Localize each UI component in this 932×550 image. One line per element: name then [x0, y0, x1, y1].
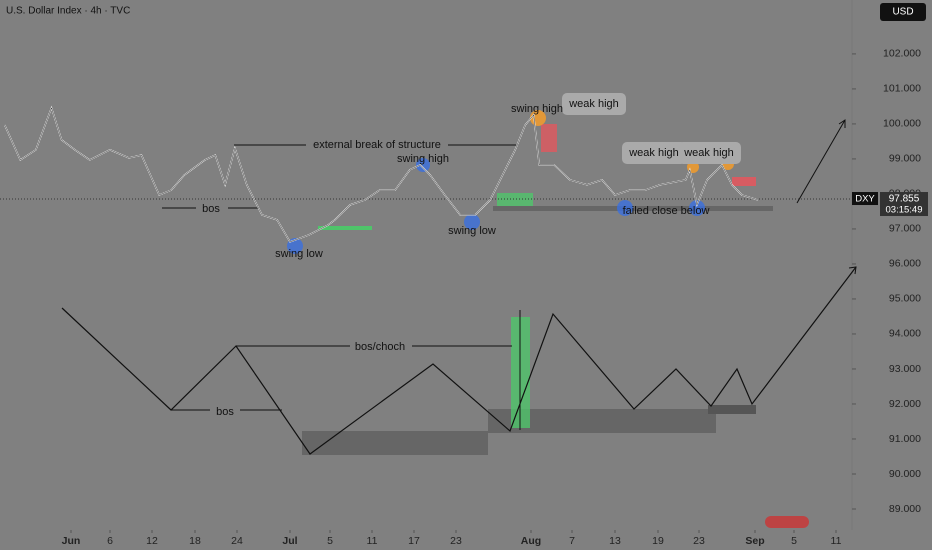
x-tick-label: 5 [791, 535, 797, 547]
x-tick-label: 13 [609, 535, 621, 547]
x-tick-label: Aug [521, 535, 541, 547]
x-tick-label: 19 [652, 535, 664, 547]
event-icons[interactable] [765, 516, 809, 528]
schematic-zone [708, 405, 756, 414]
x-tick-label: 12 [146, 535, 158, 547]
annotation: weak high [628, 147, 679, 159]
annotation: swing low [448, 225, 496, 237]
supply-zone [732, 177, 756, 186]
annotation: weak high [568, 98, 619, 110]
currency[interactable]: USD [892, 7, 913, 18]
y-tick-label: 94.000 [889, 328, 921, 340]
x-tick-label: Jun [62, 535, 81, 547]
y-tick-label: 90.000 [889, 468, 921, 480]
x-tick-label: 17 [408, 535, 420, 547]
x-tick-label: Jul [282, 535, 297, 547]
symbol: DXY [855, 194, 875, 205]
price-tag [880, 192, 928, 217]
y-tick-label: 97.000 [889, 223, 921, 235]
x-tick-label: 6 [107, 535, 113, 547]
annotation: swing high [511, 103, 563, 115]
y-tick-label: 92.000 [889, 398, 921, 410]
label-box [678, 142, 741, 164]
demand-zone [497, 193, 533, 206]
countdown: 03:15:49 [886, 205, 923, 216]
annotation: swing high [397, 153, 449, 165]
swing-marker [416, 158, 430, 172]
annotation: external break of structure [313, 139, 441, 151]
y-tick-label: 102.000 [883, 48, 921, 60]
symbol-tag [852, 192, 878, 206]
supply-zone [541, 124, 557, 152]
y-tick-label: 95.000 [889, 293, 921, 305]
annotation: bos [216, 406, 234, 418]
projection-arrow [796, 119, 846, 204]
x-tick-label: 23 [450, 535, 462, 547]
y-tick-label: 93.000 [889, 363, 921, 375]
swing-marker [464, 214, 480, 230]
arrow-head [838, 119, 846, 128]
currency-box[interactable] [880, 3, 926, 21]
x-tick-label: 11 [831, 535, 842, 547]
x-tick-label: 23 [693, 535, 705, 547]
price-label: 97.855 [889, 194, 920, 205]
x-tick-label: 11 [367, 535, 378, 547]
y-tick-label: 101.000 [883, 83, 921, 95]
x-tick-label: 24 [231, 535, 243, 547]
price-line-shadow [4, 107, 758, 243]
y-tick-label: 100.000 [883, 118, 921, 130]
y-tick-label: 89.000 [889, 503, 921, 515]
y-tick-label: 99.000 [889, 153, 921, 165]
x-tick-label: 5 [327, 535, 333, 547]
schematic-zone [302, 431, 488, 455]
label-box [562, 93, 626, 115]
range-zone [493, 206, 773, 211]
demand-zone [318, 226, 372, 230]
annotation: weak high [683, 147, 734, 159]
label-box [622, 142, 686, 164]
y-tick-label: 91.000 [889, 433, 921, 445]
swing-marker [689, 200, 705, 216]
x-tick-label: 18 [189, 535, 201, 547]
arrow-head [848, 266, 857, 275]
annotation: bos/choch [355, 341, 405, 353]
y-tick-label: 96.000 [889, 258, 921, 270]
annotation: bos [202, 203, 220, 215]
annotation: swing low [275, 248, 323, 260]
annotation: failed close below [623, 205, 710, 217]
chart-title: U.S. Dollar Index · 4h · TVC [6, 6, 130, 17]
swing-marker [617, 200, 633, 216]
x-tick-label: Sep [745, 535, 764, 547]
x-tick-label: 7 [569, 535, 575, 547]
